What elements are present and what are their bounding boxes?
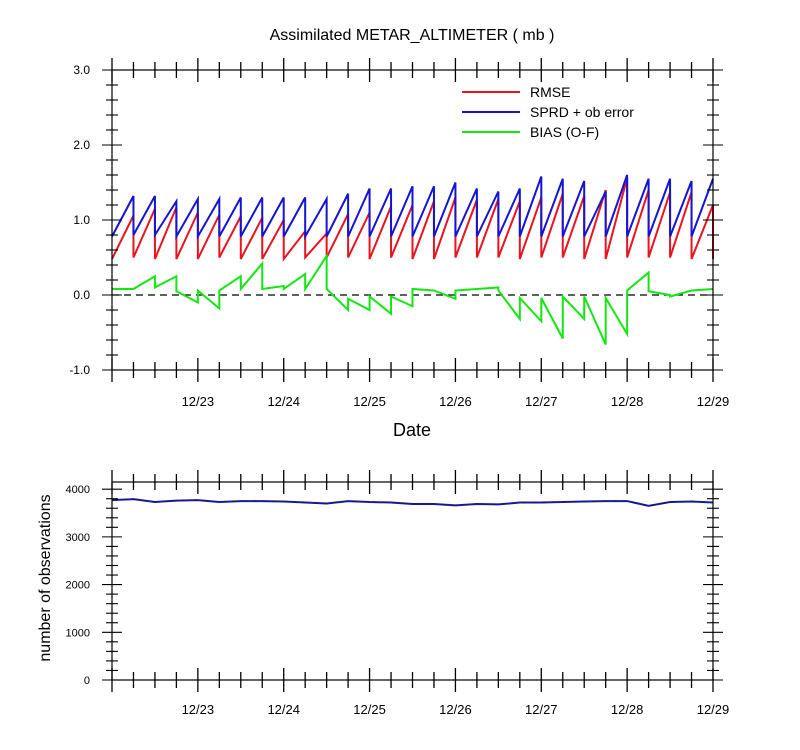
- x-tick-label: 12/29: [697, 702, 730, 717]
- y-ticks: [102, 69, 723, 371]
- x-tick-label: 12/25: [353, 394, 386, 409]
- legend: RMSE SPRD + ob error BIAS (O-F): [462, 84, 634, 140]
- x-tick-label: 12/26: [439, 394, 472, 409]
- y-tick-label: 1.0: [73, 213, 90, 227]
- x-tick-label: 12/24: [267, 702, 300, 717]
- x-axis-label: Date: [393, 420, 431, 440]
- x-tick-label: 12/23: [182, 702, 215, 717]
- legend-label: RMSE: [530, 84, 570, 100]
- x-tick-label: 12/27: [525, 394, 558, 409]
- y-tick-label: 0: [84, 675, 90, 687]
- y-tick-label: 0.0: [73, 288, 90, 302]
- bottom-panel: 12/23 12/24 12/25 12/26 12/27 12/28 12/29 0 1000…: [37, 470, 729, 717]
- y-tick-label: 3.0: [73, 63, 90, 77]
- x-ticks: [111, 58, 714, 382]
- top-panel: Assimilated METAR_ALTIMETER ( mb ) 12/23…: [69, 27, 729, 440]
- y-tick-label: 2.0: [73, 138, 90, 152]
- top-plot-area: 12/23 12/24 12/25 12/26 12/27 12/28 12/29 -1.0 0…: [69, 58, 729, 409]
- y-tick-label: 1000: [66, 627, 90, 639]
- x-tick-label: 12/25: [353, 702, 386, 717]
- x-tick-label: 12/24: [267, 394, 300, 409]
- legend-label: BIAS (O-F): [530, 124, 599, 140]
- plot-frame: [111, 481, 714, 681]
- y-tick-label: 2000: [66, 580, 90, 592]
- bottom-plot-area: 12/23 12/24 12/25 12/26 12/27 12/28 12/29 0 1000…: [66, 470, 730, 717]
- y-tick-label: 4000: [66, 484, 90, 496]
- x-tick-label: 12/29: [697, 394, 730, 409]
- x-tick-label: 12/28: [611, 702, 644, 717]
- y-axis-label-bottom: number of observations: [37, 494, 54, 661]
- y-ticks: [102, 488, 723, 681]
- y-tick-label: 3000: [66, 532, 90, 544]
- x-tick-label: 12/23: [182, 394, 215, 409]
- legend-label: SPRD + ob error: [530, 104, 634, 120]
- chart-title: Assimilated METAR_ALTIMETER ( mb ): [270, 27, 555, 44]
- series-line-sprd-ob-error: [111, 174, 714, 241]
- x-tick-label: 12/27: [525, 702, 558, 717]
- x-ticks: [111, 470, 714, 692]
- series-line-bias-o-f-: [112, 252, 714, 345]
- x-tick-label: 12/26: [439, 702, 472, 717]
- x-tick-label: 12/28: [611, 394, 644, 409]
- y-tick-label: -1.0: [69, 363, 90, 377]
- series-line-series-1: [111, 498, 714, 507]
